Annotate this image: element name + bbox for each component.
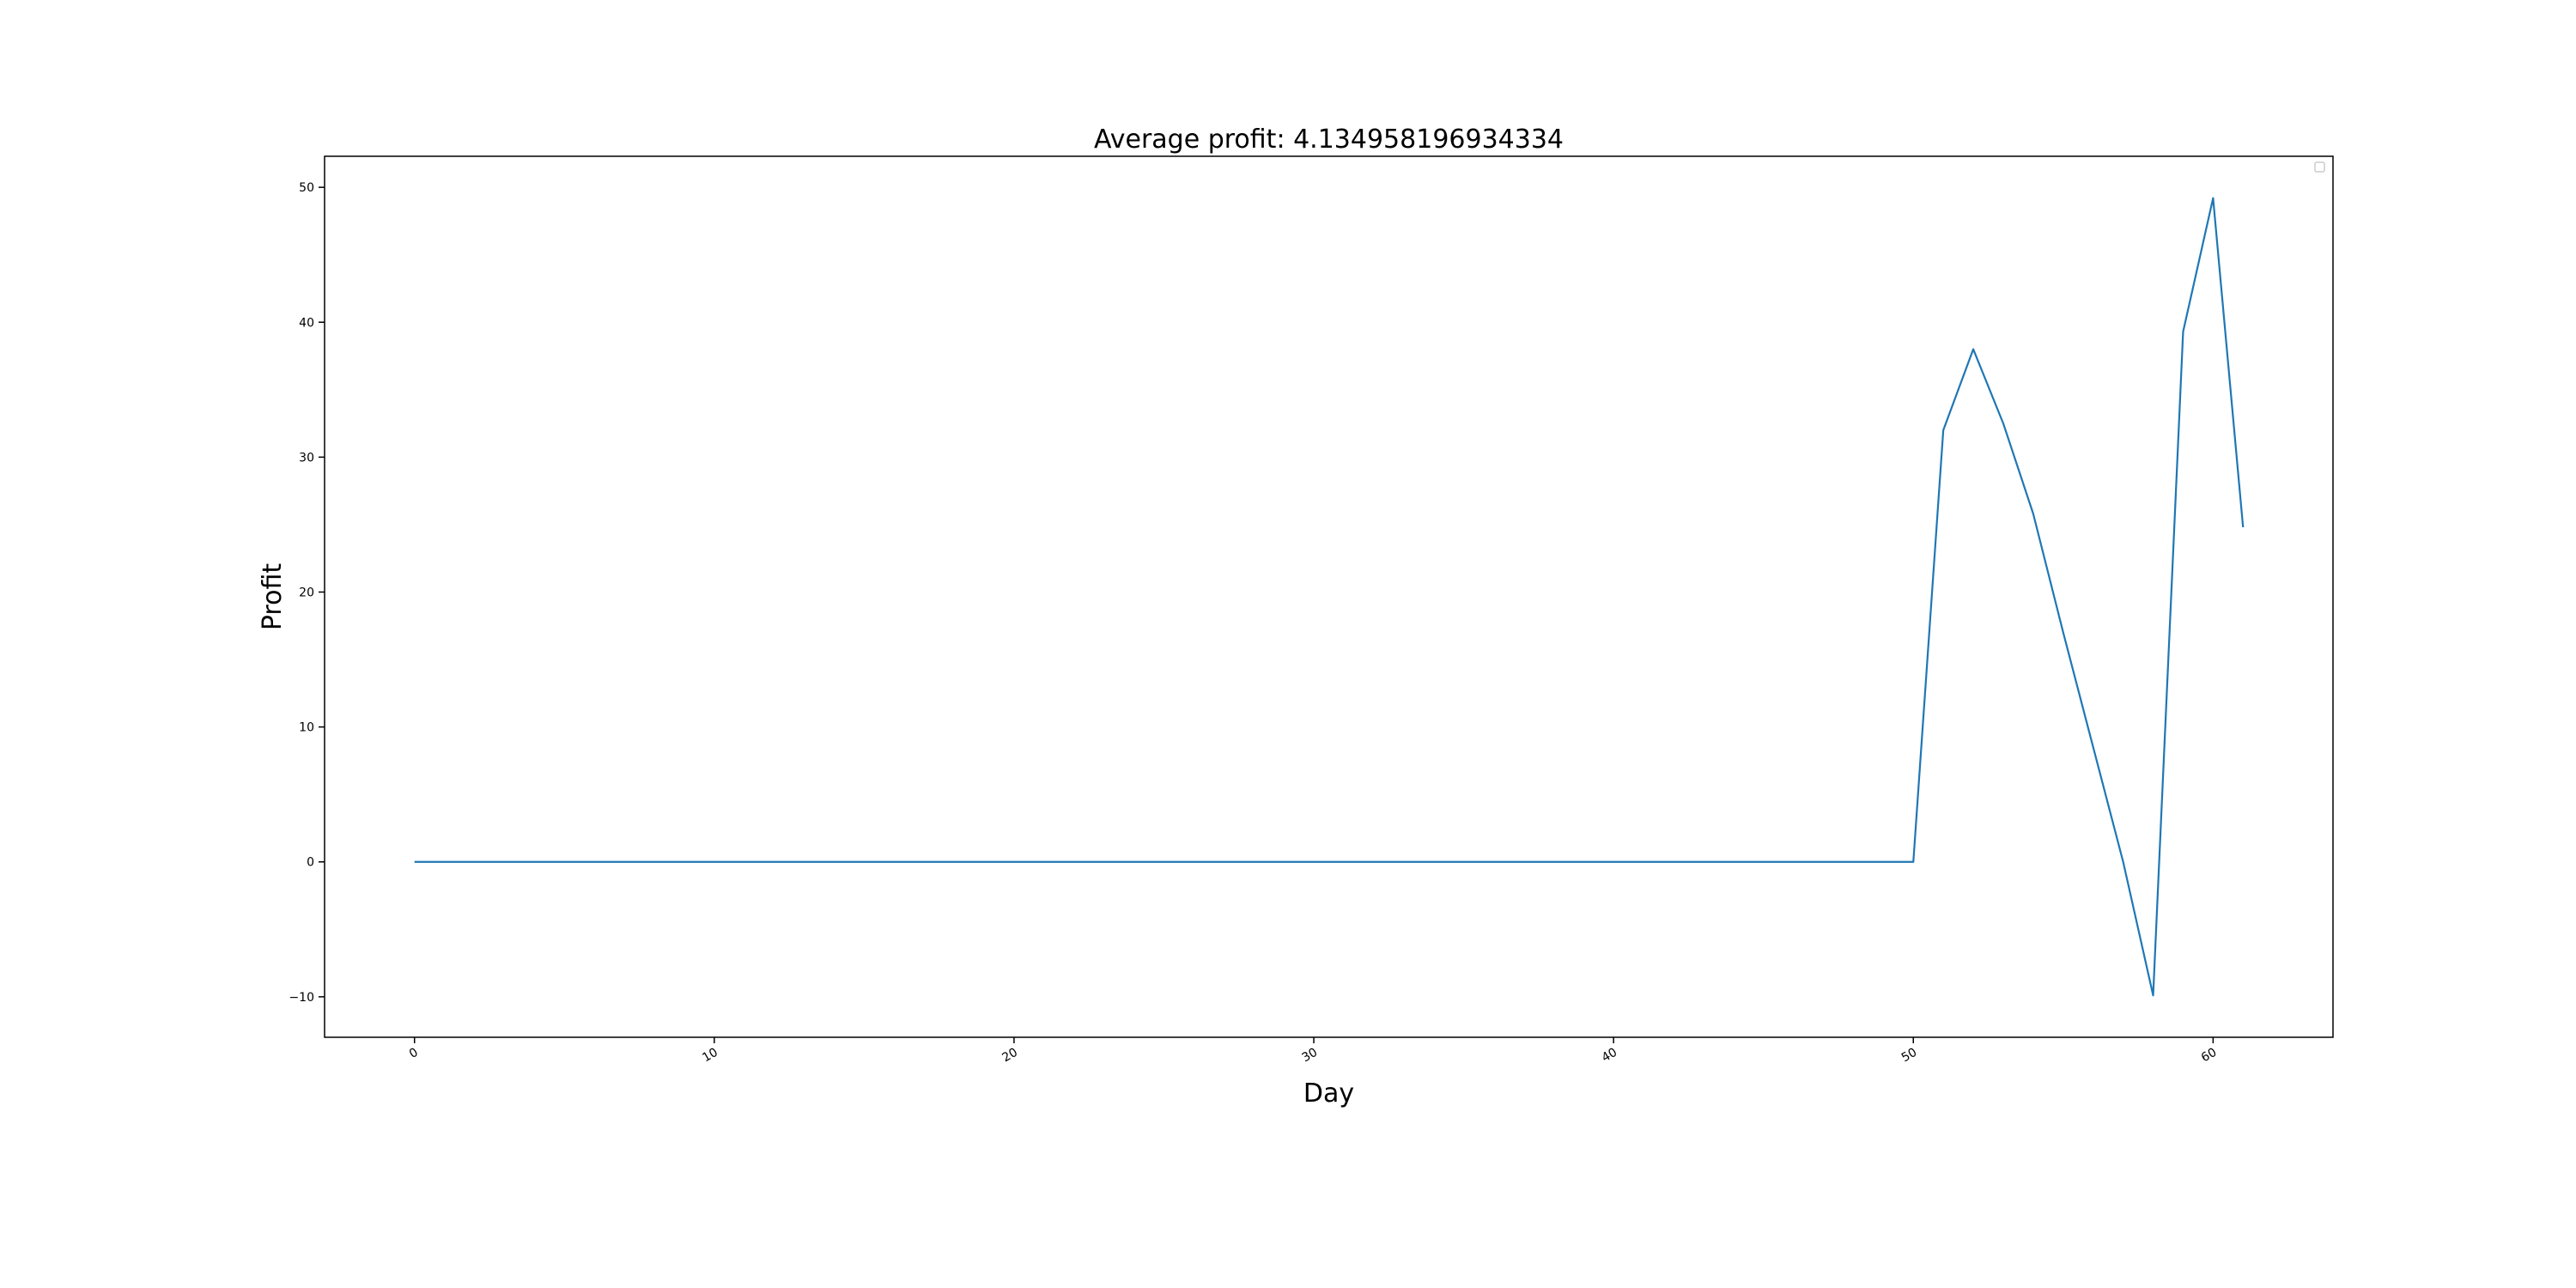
axes-frame bbox=[324, 155, 2334, 1038]
x-tick-label: 10 bbox=[700, 1046, 720, 1066]
series-line-0 bbox=[414, 197, 2245, 997]
chart-title: Average profit: 4.134958196934334 bbox=[1094, 125, 1564, 155]
x-axis-label: Day bbox=[1303, 1078, 1354, 1109]
axes: 0 10 20 30 40 50 60 −10 0 10 20 30 40 50 bbox=[289, 155, 2334, 1066]
y-tick-label: −10 bbox=[289, 991, 314, 1005]
y-tick-label: 30 bbox=[299, 451, 314, 465]
x-tick-label: 60 bbox=[2199, 1046, 2219, 1066]
y-tick-label: 20 bbox=[299, 586, 314, 600]
x-tick-label: 40 bbox=[1600, 1046, 1619, 1066]
legend-box bbox=[2314, 161, 2325, 173]
x-tick-label: 20 bbox=[1000, 1046, 1020, 1066]
y-tick-label: 0 bbox=[307, 856, 314, 870]
plot-area bbox=[414, 197, 2245, 997]
y-axis-label: Profit bbox=[258, 563, 288, 630]
y-tick-label: 50 bbox=[299, 181, 314, 195]
x-tick-label: 30 bbox=[1300, 1046, 1320, 1066]
y-tick-label: 40 bbox=[299, 316, 314, 330]
y-tick-label: 10 bbox=[299, 721, 314, 735]
x-tick-label: 0 bbox=[407, 1046, 421, 1061]
x-tick-label: 50 bbox=[1899, 1046, 1919, 1066]
